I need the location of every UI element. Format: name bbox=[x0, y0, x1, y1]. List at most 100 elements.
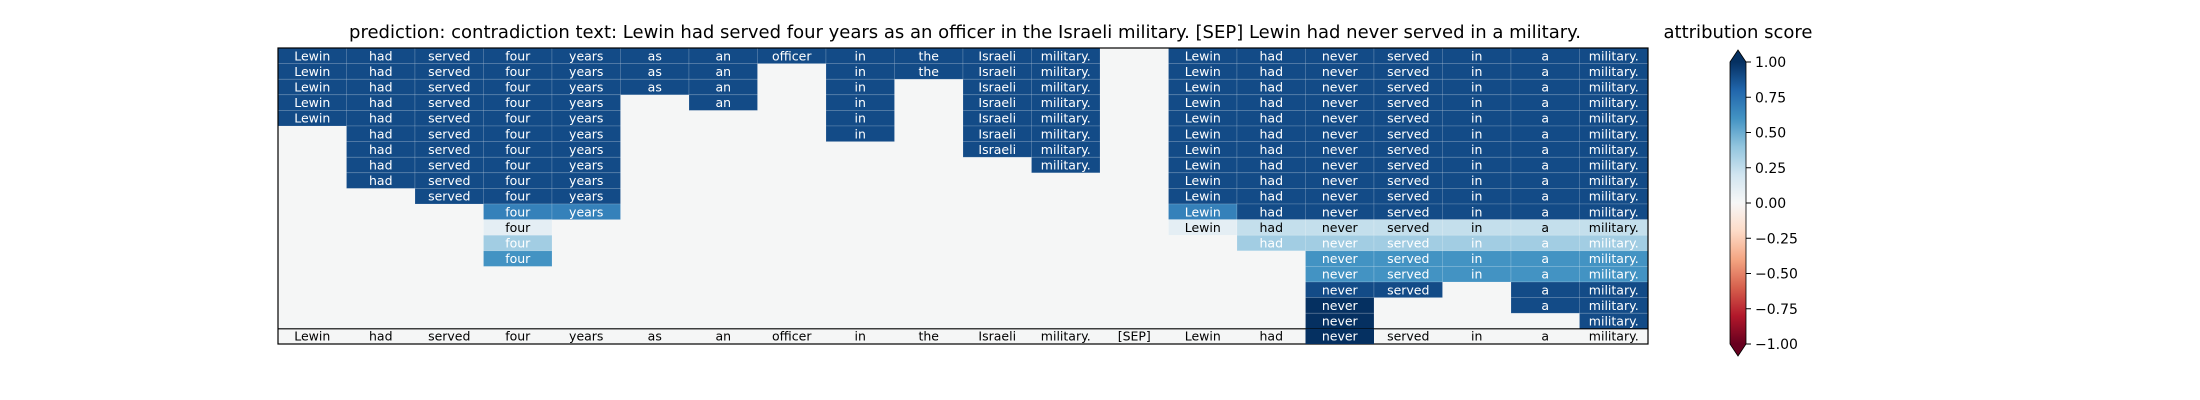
cell-token-label: in bbox=[1471, 204, 1482, 219]
cell-token-label: years bbox=[569, 126, 603, 141]
baseline-token-label: in bbox=[855, 328, 866, 343]
cell-token-label: four bbox=[505, 111, 531, 126]
cell-token-label: officer bbox=[772, 48, 812, 63]
cell-token-label: a bbox=[1541, 80, 1549, 95]
cell-token-label: never bbox=[1322, 282, 1359, 297]
cell-token-label: years bbox=[569, 111, 603, 126]
colorbar-tick-label: 1.00 bbox=[1755, 55, 1786, 71]
cell-token-label: had bbox=[369, 126, 393, 141]
cell-token-label: served bbox=[428, 142, 470, 157]
cell-token-label: in bbox=[1471, 126, 1482, 141]
cell-token-label: Israeli bbox=[978, 64, 1016, 79]
colorbar-extend-max bbox=[1730, 50, 1746, 62]
cell-token-label: never bbox=[1322, 173, 1359, 188]
cell-token-label: never bbox=[1322, 95, 1359, 110]
cell-token-label: had bbox=[1259, 48, 1283, 63]
cell-token-label: military. bbox=[1041, 95, 1091, 110]
cell-token-label: a bbox=[1541, 267, 1549, 282]
cell-token-label: Lewin bbox=[1185, 204, 1221, 219]
colorbar-extend-min bbox=[1730, 344, 1746, 356]
cell-token-label: four bbox=[505, 236, 531, 251]
cell-token-label: served bbox=[1387, 282, 1429, 297]
cell-token-label: never bbox=[1322, 80, 1359, 95]
cell-token-label: had bbox=[1259, 189, 1283, 204]
cell-token-label: had bbox=[1259, 80, 1283, 95]
cell-token-label: had bbox=[1259, 236, 1283, 251]
colorbar-tick-label: −0.75 bbox=[1755, 302, 1798, 318]
heatmap-cell bbox=[688, 94, 758, 111]
baseline-token-label: had bbox=[369, 328, 393, 343]
cell-token-label: had bbox=[369, 142, 393, 157]
baseline-token-label: Lewin bbox=[1185, 328, 1221, 343]
cell-token-label: an bbox=[715, 64, 731, 79]
cell-token-label: as bbox=[648, 80, 662, 95]
cell-token-label: served bbox=[428, 80, 470, 95]
cell-token-label: had bbox=[1259, 204, 1283, 219]
baseline-token-label: Lewin bbox=[294, 328, 330, 343]
baseline-token-label: served bbox=[428, 328, 470, 343]
cell-token-label: never bbox=[1322, 189, 1359, 204]
cell-token-label: four bbox=[505, 64, 531, 79]
cell-token-label: four bbox=[505, 95, 531, 110]
cell-token-label: Lewin bbox=[1185, 189, 1221, 204]
cell-token-label: had bbox=[369, 48, 393, 63]
cell-token-label: Lewin bbox=[294, 111, 330, 126]
baseline-token-label: had bbox=[1259, 328, 1283, 343]
cell-token-label: a bbox=[1541, 95, 1549, 110]
cell-token-label: military. bbox=[1589, 95, 1639, 110]
baseline-token-label: military. bbox=[1589, 328, 1639, 343]
cell-token-label: an bbox=[715, 95, 731, 110]
cell-token-label: Lewin bbox=[1185, 64, 1221, 79]
cell-token-label: military. bbox=[1041, 126, 1091, 141]
cell-token-label: never bbox=[1322, 64, 1359, 79]
cell-token-label: Israeli bbox=[978, 142, 1016, 157]
cell-token-label: years bbox=[569, 204, 603, 219]
cell-token-label: years bbox=[569, 48, 603, 63]
cell-token-label: military. bbox=[1589, 220, 1639, 235]
cell-token-label: never bbox=[1322, 111, 1359, 126]
cell-token-label: four bbox=[505, 48, 531, 63]
cell-token-label: never bbox=[1322, 267, 1359, 282]
cell-token-label: four bbox=[505, 142, 531, 157]
cell-token-label: had bbox=[369, 173, 393, 188]
cell-token-label: had bbox=[1259, 142, 1283, 157]
colorbar-tick-label: 0.00 bbox=[1755, 196, 1786, 212]
baseline-highlight-cell bbox=[1305, 328, 1374, 344]
cell-token-label: a bbox=[1541, 236, 1549, 251]
cell-token-label: never bbox=[1322, 48, 1359, 63]
cell-token-label: a bbox=[1541, 64, 1549, 79]
cell-token-label: Lewin bbox=[1185, 48, 1221, 63]
cell-token-label: in bbox=[1471, 189, 1482, 204]
cell-token-label: a bbox=[1541, 282, 1549, 297]
heatmap-cell bbox=[825, 125, 895, 142]
cell-token-label: military. bbox=[1589, 158, 1639, 173]
baseline-token-label: an bbox=[715, 328, 731, 343]
colorbar-tick-label: −1.00 bbox=[1755, 337, 1798, 353]
cell-token-label: in bbox=[1471, 64, 1482, 79]
cell-token-label: military. bbox=[1589, 251, 1639, 266]
cell-token-label: Lewin bbox=[1185, 95, 1221, 110]
cell-token-label: a bbox=[1541, 204, 1549, 219]
cell-token-label: served bbox=[1387, 142, 1429, 157]
heatmap-cell bbox=[551, 203, 621, 220]
cell-token-label: Israeli bbox=[978, 95, 1016, 110]
cell-token-label: in bbox=[1471, 80, 1482, 95]
baseline-token-label: a bbox=[1541, 328, 1549, 343]
cell-token-label: military. bbox=[1589, 282, 1639, 297]
cell-token-label: Lewin bbox=[1185, 173, 1221, 188]
cell-token-label: military. bbox=[1589, 314, 1639, 329]
cell-token-label: years bbox=[569, 189, 603, 204]
cell-token-label: had bbox=[1259, 126, 1283, 141]
heatmap-cell bbox=[1373, 281, 1443, 298]
heatmap-cell bbox=[825, 78, 895, 96]
cell-token-label: in bbox=[1471, 48, 1482, 63]
cell-token-label: military. bbox=[1589, 236, 1639, 251]
colorbar-tick-label: 0.50 bbox=[1755, 126, 1786, 142]
cell-token-label: a bbox=[1541, 189, 1549, 204]
cell-token-label: military. bbox=[1589, 64, 1639, 79]
cell-token-label: four bbox=[505, 158, 531, 173]
cell-token-label: a bbox=[1541, 298, 1549, 313]
chart-title: prediction: contradiction text: Lewin ha… bbox=[349, 22, 1581, 43]
cell-token-label: Lewin bbox=[1185, 80, 1221, 95]
